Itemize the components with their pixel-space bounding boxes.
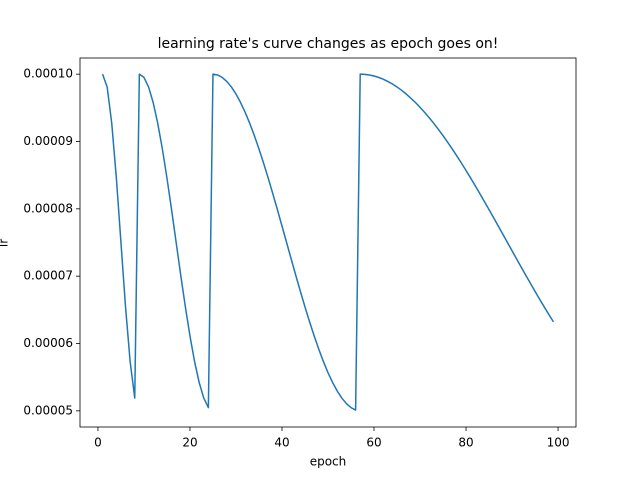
x-tick-label: 40 [274,436,289,450]
chart-title: learning rate's curve changes as epoch g… [158,36,499,52]
x-tick-label: 0 [94,436,102,450]
x-tick-label: 20 [182,436,197,450]
line-series [101,73,555,411]
y-tick-label: 0.00006 [23,336,73,350]
x-tick-label: 100 [547,436,570,450]
y-tick-label: 0.00005 [23,403,73,417]
plot-frame [79,57,577,428]
x-tick-label: 60 [366,436,381,450]
y-tick-label: 0.00010 [23,67,73,81]
y-axis-label: lr [0,239,11,247]
y-tick-label: 0.00009 [23,134,73,148]
y-tick-label: 0.00007 [23,269,73,283]
x-axis-label: epoch [310,455,347,469]
y-tick-label: 0.00008 [23,201,73,215]
x-tick-label: 80 [458,436,473,450]
